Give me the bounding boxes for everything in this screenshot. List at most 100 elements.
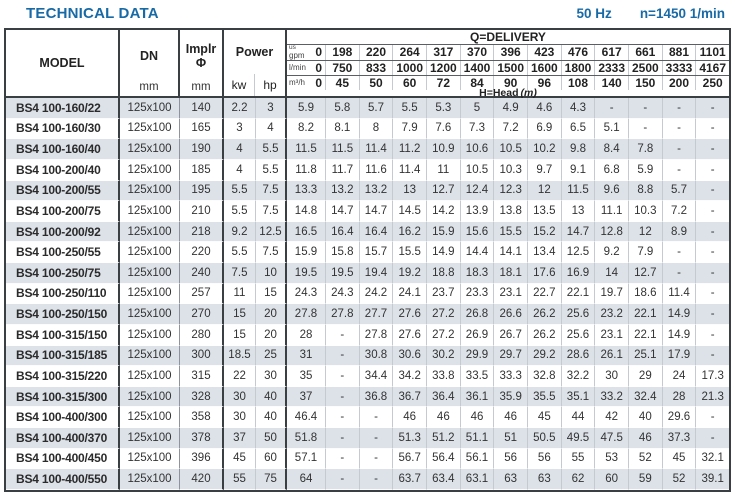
head-value-cell: 44 (560, 407, 595, 428)
dn-cell: 125x100 (120, 263, 180, 284)
head-value-cell: - (661, 263, 696, 284)
dn-cell: 125x100 (120, 386, 180, 408)
l-min-cell: 3333 (661, 60, 696, 75)
head-value-cell: 5.5 (392, 98, 426, 119)
head-value-cell: 6.5 (560, 118, 595, 140)
impeller-cell: 240 (180, 263, 224, 284)
head-value-cell: 11 (426, 159, 460, 181)
head-value-cell: 27.6 (392, 324, 426, 346)
head-value-cell: 9.8 (560, 139, 595, 160)
head-value-cell: - (325, 386, 359, 408)
model-label: MODEL (39, 56, 85, 70)
frequency-label: 50 Hz (576, 6, 612, 21)
head-value-cell: 6.9 (527, 118, 561, 140)
head-value-cell: 40 (628, 407, 662, 428)
power-kw-cell: 55 (224, 469, 256, 490)
impeller-cell: 218 (180, 221, 224, 243)
table-row: BS4 100-250/150 125x100 270 15 20 27.8 27.8 27.… (6, 304, 729, 325)
head-value-cell: 13 (560, 201, 595, 222)
l-min-cell: 1500 (493, 60, 527, 75)
head-value-cell: 28.6 (560, 345, 595, 367)
power-hp-cell: 5.5 (256, 159, 287, 181)
head-value-cell: 5.7 (661, 180, 696, 202)
head-value-cell: 5.9 (287, 98, 325, 119)
head-value-cell: 5.7 (358, 98, 393, 119)
head-value-cell: 46 (459, 407, 494, 428)
dn-column-header: DN mm (120, 30, 180, 96)
head-value-cell: 10.5 (459, 159, 494, 181)
head-value-cell: 24.3 (287, 284, 325, 305)
head-value-cell: 53 (594, 448, 628, 470)
dn-cell: 125x100 (120, 448, 180, 470)
head-value-cell: 11.5 (325, 139, 359, 160)
head-value-cell: 26.6 (493, 304, 527, 325)
model-cell: BS4 100-400/450 (6, 448, 120, 470)
head-value-cell: 13.2 (358, 180, 393, 202)
head-value-cell: 32.8 (527, 366, 561, 387)
head-value-cell: - (695, 139, 729, 160)
model-cell: BS4 100-315/220 (6, 366, 120, 387)
power-hp-cell: 4 (256, 118, 287, 140)
head-value-cell: - (695, 98, 729, 119)
head-value-cell: 27.2 (426, 324, 460, 346)
head-value-cell: 12.4 (459, 180, 494, 202)
head-value-cell: 49.5 (560, 428, 595, 449)
head-value-cell: 17.6 (527, 263, 561, 284)
head-value-cell: 10.9 (426, 139, 460, 160)
head-value-cell: 26.7 (493, 324, 527, 346)
head-value-cell: 24.2 (358, 283, 393, 305)
power-kw-cell: 4 (224, 139, 256, 160)
head-value-cell: 34.4 (358, 366, 393, 387)
head-value-cell: - (325, 324, 359, 346)
head-value-cell: 18.8 (426, 263, 460, 284)
dn-cell: 125x100 (120, 98, 180, 119)
head-value-cell: 26.1 (594, 345, 628, 367)
head-value-cell: 16.4 (358, 221, 393, 243)
technical-data-table: MODEL DN mm Implr Φ mm Power kw hp Q=DEL… (4, 28, 731, 492)
head-value-cell: 17.9 (661, 345, 696, 367)
head-value-cell: 46 (426, 407, 460, 428)
head-value-cell: - (358, 407, 393, 428)
table-row: BS4 100-400/300 125x100 358 30 40 46.4- -46 46 4… (6, 407, 729, 428)
head-value-cell: 23.1 (493, 283, 527, 305)
table-row: BS4 100-315/185 125x100 300 18.5 25 31-30.8 30… (6, 345, 729, 367)
model-cell: BS4 100-160/22 (6, 98, 120, 119)
head-value-cell: - (695, 428, 729, 449)
power-kw-cell: 30 (224, 386, 256, 408)
head-value-cell: - (628, 118, 662, 140)
head-value-cell: 19.2 (392, 263, 426, 284)
impeller-cell: 300 (180, 345, 224, 367)
head-value-cell: 15.2 (527, 221, 561, 243)
head-value-cell: 56 (493, 448, 527, 470)
head-value-cell: 19.4 (358, 263, 393, 284)
l-min-cell: 2500 (628, 60, 662, 75)
head-value-cell: 13.8 (493, 201, 527, 222)
head-value-cell: - (325, 469, 359, 490)
dn-unit-label: mm (139, 81, 159, 93)
table-row: BS4 100-250/55 125x100 220 5.5 7.5 15.9 15.8 15… (6, 242, 729, 263)
head-value-cell: 15.5 (392, 242, 426, 263)
head-value-cell: 6.8 (594, 159, 628, 181)
head-value-cell: 11.8 (287, 160, 325, 181)
table-row: BS4 100-200/75 125x100 210 5.5 7.5 14.8 14.7 14… (6, 201, 729, 222)
dn-cell: 125x100 (120, 221, 180, 243)
power-column-header: Power kw hp (224, 30, 287, 96)
power-kw-cell: 3 (224, 118, 256, 140)
model-cell: BS4 100-315/150 (6, 324, 120, 346)
head-value-cell: - (695, 283, 729, 305)
dn-cell: 125x100 (120, 242, 180, 263)
head-value-cell: - (695, 345, 729, 367)
head-value-cell: 13 (392, 180, 426, 202)
head-value-cell: 34.2 (392, 366, 426, 387)
power-kw-cell: 18.5 (224, 345, 256, 367)
head-value-cell: 52 (661, 469, 696, 490)
head-value-cell: 22.1 (628, 324, 662, 346)
head-value-cell: 42 (594, 407, 628, 428)
head-value-cell: 47.5 (594, 428, 628, 449)
head-value-cell: 25.1 (628, 345, 662, 367)
head-value-cell: 4.9 (493, 98, 527, 119)
model-cell: BS4 100-160/30 (6, 118, 120, 140)
head-value-cell: - (661, 242, 696, 263)
table-row: BS4 100-200/55 125x100 195 5.5 7.5 13.3 13.2 13… (6, 180, 729, 202)
table-row: BS4 100-400/550 125x100 420 55 75 64- -63.7 63.… (6, 469, 729, 490)
